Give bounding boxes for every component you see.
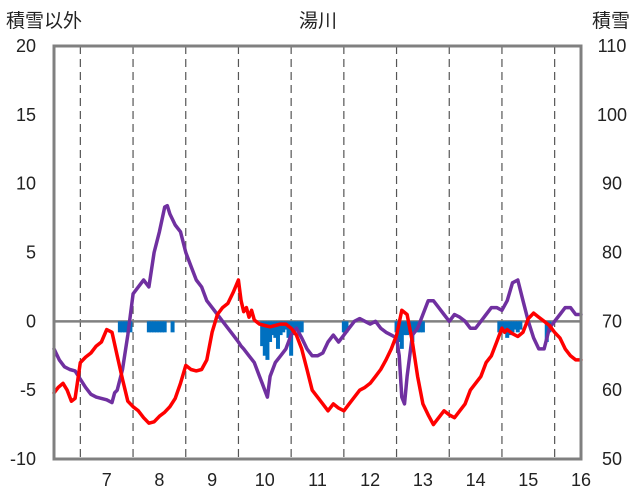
blue-bar — [515, 321, 520, 333]
series-lines — [52, 203, 583, 427]
blue-bar — [262, 321, 267, 356]
blue-bar — [291, 321, 296, 336]
blue-bar — [275, 321, 280, 349]
y-left-tick-label: 0 — [26, 311, 36, 331]
gridlines — [54, 46, 581, 459]
y-right-tick-label: 70 — [602, 311, 622, 331]
blue-bar — [160, 321, 165, 333]
blue-bar — [402, 321, 407, 336]
blue-bar — [410, 321, 415, 342]
blue-bars — [117, 321, 552, 360]
blue-bar — [420, 321, 425, 333]
y-right-tick-label: 110 — [598, 36, 627, 56]
x-tick-label: 9 — [207, 470, 217, 490]
blue-bar — [278, 321, 283, 336]
blue-bar — [299, 321, 304, 333]
y-right-tick-label: 90 — [602, 174, 622, 194]
blue-bar — [270, 321, 275, 336]
blue-bar — [117, 321, 122, 333]
chart-title: 湯川 — [299, 10, 337, 32]
blue-bar — [294, 321, 299, 330]
blue-bar — [149, 321, 154, 333]
blue-bar — [286, 321, 291, 338]
tick-labels: -10 -5 0 5 10 15 20 50 60 70 80 90 100 110 7 8 9 10 11 12 13… — [10, 36, 627, 490]
red-series-line — [52, 278, 583, 427]
x-tick-label: 7 — [102, 470, 112, 490]
x-tick-label: 15 — [518, 470, 538, 490]
blue-bar — [154, 321, 159, 333]
y-right-tick-label: 80 — [602, 243, 622, 263]
y-left-tick-label: 20 — [16, 36, 36, 56]
blue-bar — [341, 321, 346, 333]
x-tick-label: 8 — [154, 470, 164, 490]
blue-bar — [502, 321, 507, 333]
y-left-tick-label: -10 — [10, 449, 36, 469]
blue-bar — [265, 321, 270, 360]
blue-bar — [497, 321, 502, 333]
blue-bar — [412, 321, 417, 333]
blue-bar — [510, 321, 515, 333]
blue-bar — [162, 321, 167, 333]
y-left-tick-label: -5 — [20, 380, 36, 400]
x-tick-label: 12 — [360, 470, 380, 490]
purple-series-line — [52, 203, 583, 406]
blue-bar — [120, 321, 125, 333]
x-tick-label: 14 — [466, 470, 486, 490]
y-right-tick-label: 100 — [597, 105, 627, 125]
blue-bar — [513, 321, 518, 330]
blue-bar — [518, 321, 523, 330]
x-tick-label: 10 — [255, 470, 275, 490]
x-tick-label: 16 — [571, 470, 591, 490]
y-left-tick-label: 10 — [16, 174, 36, 194]
blue-bar — [405, 321, 410, 336]
blue-bar — [260, 321, 265, 347]
blue-bar — [123, 321, 128, 333]
y-right-tick-label: 60 — [602, 380, 622, 400]
blue-bar — [152, 321, 157, 333]
blue-bar — [170, 321, 175, 333]
y-left-tick-label: 15 — [16, 105, 36, 125]
blue-bar — [157, 321, 162, 333]
blue-bar — [499, 321, 504, 330]
y-left-tick-label: 5 — [26, 243, 36, 263]
blue-bar — [281, 321, 286, 333]
blue-bar — [297, 321, 302, 333]
x-tick-label: 11 — [308, 470, 327, 490]
blue-bar — [399, 321, 404, 349]
y-right-tick-label: 50 — [602, 449, 622, 469]
blue-bar — [418, 321, 423, 333]
blue-bar — [397, 321, 402, 342]
blue-bar — [146, 321, 151, 333]
blue-bar — [268, 321, 273, 342]
plot-frame — [52, 44, 583, 461]
blue-bar — [507, 321, 512, 336]
left-axis-label: 積雪以外 — [6, 10, 82, 32]
blue-bar — [273, 321, 278, 338]
x-tick-label: 13 — [413, 470, 433, 490]
blue-bar — [344, 321, 349, 333]
right-axis-label: 積雪 — [592, 10, 630, 32]
